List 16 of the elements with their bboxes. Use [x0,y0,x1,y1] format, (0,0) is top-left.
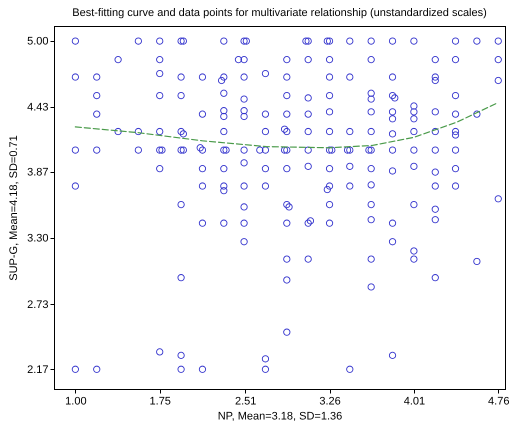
chart-title: Best-fitting curve and data points for multivariate relationship (unstandardized scales) [72,7,487,19]
x-tick-label: 4.76 [488,396,510,408]
y-tick-label: 4.43 [27,102,48,114]
line-series [74,102,499,148]
y-tick-label: 2.73 [27,298,48,311]
x-tick-label: 2.51 [234,396,256,408]
x-tick-label: 1.00 [65,396,87,408]
x-tick-label: 3.26 [319,396,341,408]
y-tick-label: 3.30 [27,232,48,245]
y-tick-label: 2.17 [27,364,48,376]
x-tick-label: 1.75 [150,396,171,408]
y-axis-title: SUP-G, Mean=4.18, SD=0.71 [8,135,20,281]
x-tick-label: 4.01 [404,396,426,408]
x-axis-title: NP, Mean=3.18, SD=1.36 [218,410,342,422]
y-tick-label: 5.00 [27,36,48,48]
y-tick-label: 3.87 [27,166,48,179]
